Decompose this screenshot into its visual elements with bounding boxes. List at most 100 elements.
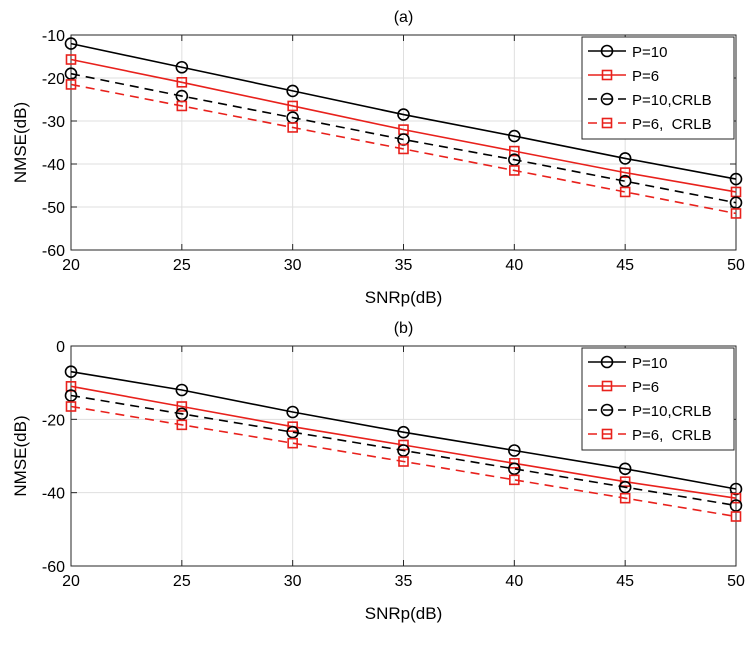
data-point [287, 421, 298, 432]
legend-label: P=10,CRLB [632, 92, 712, 109]
data-point [64, 365, 78, 378]
legend-marker [600, 44, 614, 58]
data-point [729, 482, 743, 496]
data-point [287, 122, 298, 133]
chart-panel-b: 20 25 30 35 40 45 50 -60 -40 -20 0 (b) SNRp(dB) NMSE(… [11, 320, 745, 623]
data-point [64, 389, 78, 402]
data-point [509, 474, 520, 486]
y-tick-label: -10 [42, 28, 65, 45]
y-tick-label: -30 [42, 114, 65, 131]
legend-marker [601, 117, 613, 129]
data-point [508, 129, 521, 143]
data-point [619, 186, 631, 198]
data-point [509, 458, 520, 469]
series-line [70, 83, 737, 215]
data-point [64, 37, 78, 50]
legend-marker [601, 428, 613, 440]
x-tick-label: 20 [62, 257, 80, 274]
data-point [175, 407, 189, 421]
data-point [729, 499, 743, 512]
series-line [70, 42, 737, 180]
data-point [398, 439, 409, 451]
data-point [397, 108, 410, 121]
x-tick-label: 25 [173, 573, 191, 590]
series-line [70, 394, 737, 507]
legend-label: P=6 [632, 68, 659, 85]
legend: P=10 P=6 P=10,CRLB P=6, CRLB [581, 36, 735, 140]
x-tick-label: 30 [284, 573, 302, 590]
x-tick-label: 50 [727, 573, 745, 590]
chart-title: (b) [394, 320, 414, 337]
data-point [176, 100, 188, 112]
x-tick-label: 30 [284, 257, 302, 274]
x-tick-label: 35 [395, 257, 413, 274]
data-point [65, 54, 77, 65]
series-p-6-crlb [65, 79, 742, 219]
y-tick-label: 0 [56, 339, 65, 356]
y-tick-label: -40 [42, 486, 65, 503]
data-point [508, 462, 521, 476]
data-point [509, 165, 520, 176]
data-point [618, 462, 632, 476]
data-point [619, 476, 631, 487]
data-point [65, 381, 77, 392]
data-point [287, 437, 298, 449]
data-point [730, 492, 742, 504]
series-line [70, 370, 737, 490]
legend-label: P=6, CRLB [632, 116, 712, 133]
legend-label: P=10,CRLB [632, 403, 712, 420]
chart-title: (a) [394, 9, 414, 26]
series-p-10 [64, 37, 743, 186]
data-point [175, 60, 189, 74]
series-p-10-crlb [64, 389, 743, 512]
data-point [176, 419, 188, 431]
legend-label: P=10 [632, 44, 667, 61]
y-tick-label: -60 [42, 243, 65, 260]
legend-marker [600, 403, 614, 417]
series-line [70, 405, 737, 518]
data-point [398, 143, 409, 155]
series-p-6-crlb [65, 401, 742, 522]
series-p-10 [64, 365, 743, 496]
x-tick-label: 20 [62, 573, 80, 590]
legend-label: P=6 [632, 379, 659, 396]
legend-marker [600, 355, 614, 369]
data-point [286, 425, 299, 439]
series-p-6 [65, 54, 742, 198]
y-tick-label: -20 [42, 71, 65, 88]
legend-marker [600, 92, 614, 106]
data-point [176, 401, 188, 412]
y-tick-label: -20 [42, 412, 65, 429]
y-axis-label: NMSE(dB) [11, 102, 30, 183]
y-tick-label: -40 [42, 157, 65, 174]
legend-box [581, 36, 735, 140]
y-axis-label: NMSE(dB) [11, 415, 30, 496]
data-point [730, 511, 742, 522]
x-tick-label: 45 [616, 573, 634, 590]
data-point [397, 425, 410, 439]
x-tick-label: 25 [173, 257, 191, 274]
data-point [398, 456, 409, 467]
data-point [619, 167, 631, 178]
series-line [70, 72, 737, 204]
x-tick-label: 40 [505, 573, 523, 590]
x-tick-label: 40 [505, 257, 523, 274]
y-tick-label: -60 [42, 559, 65, 576]
data-point [508, 444, 521, 457]
x-axis-label: SNRp(dB) [365, 288, 442, 307]
data-point [286, 405, 299, 419]
legend-marker [601, 69, 613, 81]
legend-marker [601, 380, 613, 392]
data-point [65, 401, 77, 412]
data-point [729, 172, 743, 186]
x-tick-label: 50 [727, 257, 745, 274]
data-point [287, 100, 298, 112]
series-line [70, 58, 737, 193]
chart-panel-a: 20 25 30 35 40 45 50 -60 -50 -40 -30 -20 -10 (a) SNRp(… [11, 9, 745, 307]
data-point [176, 77, 188, 88]
data-point [65, 79, 77, 90]
data-point [397, 444, 410, 457]
x-tick-label: 45 [616, 257, 634, 274]
data-point [175, 383, 189, 397]
